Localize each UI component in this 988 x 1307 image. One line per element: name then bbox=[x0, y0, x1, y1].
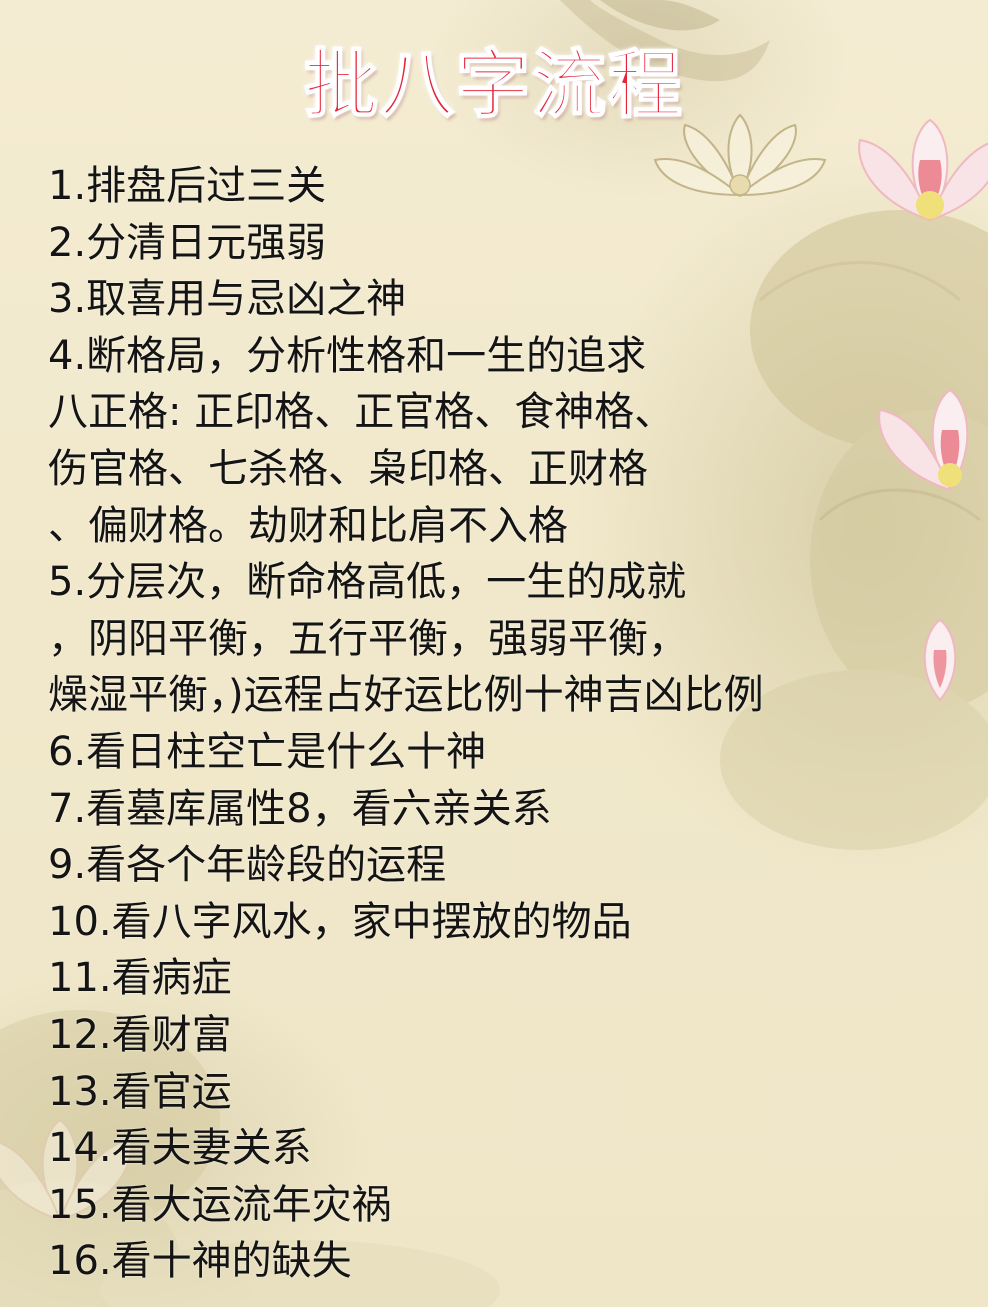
list-item: 11.看病症 bbox=[48, 955, 232, 1002]
list-item: 3.取喜用与忌凶之神 bbox=[48, 276, 407, 323]
list-item: 1.排盘后过三关 bbox=[48, 163, 327, 209]
list-item: 10.看八字风水，家中摆放的物品 bbox=[48, 898, 632, 945]
list-item: 2.分清日元强弱 bbox=[48, 219, 327, 266]
lotus-flower-icon bbox=[858, 118, 988, 222]
list-item: 燥湿平衡，)运程占好运比例十神吉凶比例 bbox=[48, 672, 764, 719]
list-item: 4.断格局，分析性格和一生的追求 bbox=[48, 332, 647, 379]
process-list: 1.排盘后过三关 2.分清日元强弱 3.取喜用与忌凶之神 4.断格局，分析性格和… bbox=[48, 158, 948, 1290]
lotus-flower-icon bbox=[0, 1118, 132, 1222]
list-item: 15.看大运流年灾祸 bbox=[48, 1181, 392, 1228]
list-item: 5.分层次，断命格高低，一生的成就 bbox=[48, 559, 687, 606]
list-item: 伤官格、七杀格、枭印格、正财格 bbox=[48, 445, 648, 492]
list-item: 13.看官运 bbox=[48, 1068, 232, 1115]
list-item: ，阴阳平衡，五行平衡，强弱平衡， bbox=[48, 615, 688, 662]
list-item: 7.看墓库属性8，看六亲关系 bbox=[48, 785, 552, 832]
lotus-flower-icon bbox=[923, 618, 957, 702]
list-item: 12.看财富 bbox=[48, 1011, 232, 1058]
list-item: 14.看夫妻关系 bbox=[48, 1125, 312, 1172]
page-title: 批八字流程 bbox=[303, 41, 684, 129]
list-item: 9.看各个年龄段的运程 bbox=[48, 842, 447, 889]
list-item: 6.看日柱空亡是什么十神 bbox=[48, 728, 487, 775]
lotus-flower-icon bbox=[878, 388, 969, 492]
list-item: 16.看十神的缺失 bbox=[48, 1238, 352, 1285]
koi-fish-icon bbox=[560, 0, 770, 82]
list-item: 八正格: 正印格、正官格、食神格、 bbox=[48, 389, 675, 436]
list-item: 、偏财格。劫财和比肩不入格 bbox=[48, 502, 568, 549]
lotus-flower-icon bbox=[653, 113, 827, 198]
